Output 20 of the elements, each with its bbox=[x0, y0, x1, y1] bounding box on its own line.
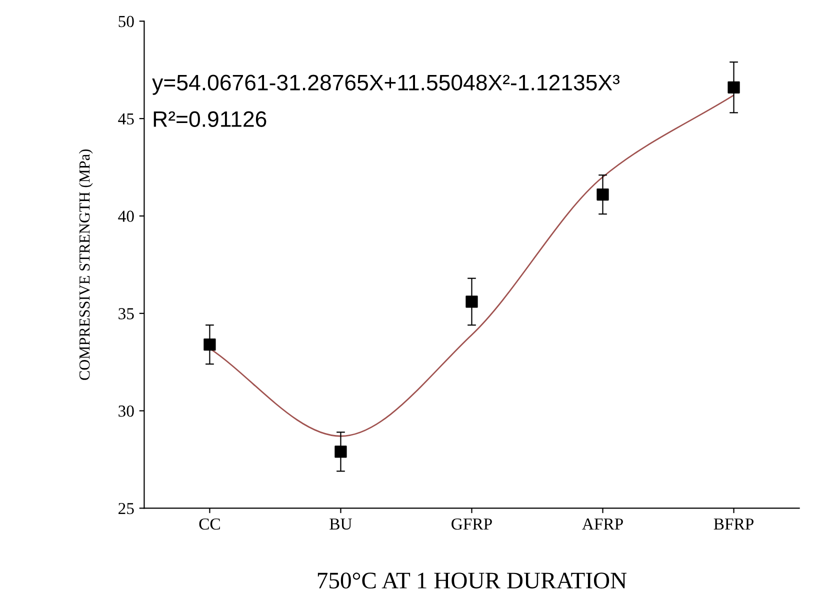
point bbox=[596, 188, 609, 201]
y-tick-label: 30 bbox=[118, 405, 134, 417]
x-tick-label: GFRP bbox=[452, 518, 492, 530]
x-tick-label: AFRP bbox=[582, 518, 623, 530]
y-tick-label: 40 bbox=[118, 210, 134, 222]
point bbox=[728, 81, 740, 94]
point bbox=[466, 296, 478, 308]
x-axis-title: 750°C AT 1 HOUR DURATION bbox=[318, 572, 627, 589]
annotation: R²=0.91126 bbox=[154, 111, 266, 127]
y-tick-label: 25 bbox=[118, 502, 134, 514]
y-tick-label: 35 bbox=[118, 308, 134, 320]
y-axis-title: COMPRESSIVE STRENGTH (MPa) bbox=[78, 149, 93, 380]
y-tick-label: 50 bbox=[118, 16, 134, 28]
point bbox=[204, 338, 216, 351]
y-tick-label: 45 bbox=[118, 113, 134, 125]
annotation: y=54.06761-31.28765X+11.55048X²-1.12135X³ bbox=[152, 74, 620, 95]
point bbox=[334, 446, 347, 458]
x-tick-label: BFRP bbox=[714, 518, 754, 530]
x-tick-label: BU bbox=[330, 518, 352, 530]
x-tick-label: CC bbox=[199, 518, 220, 530]
